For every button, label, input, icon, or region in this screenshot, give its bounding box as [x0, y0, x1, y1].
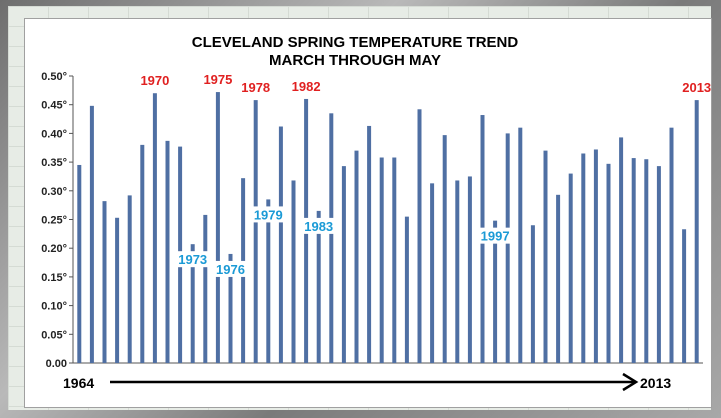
- bar-2009: [644, 159, 649, 363]
- annotation-1983: 1983: [304, 219, 333, 234]
- bar-1978: [253, 100, 258, 363]
- y-tick-label: 0.15°: [41, 272, 67, 284]
- bar-1987: [367, 125, 372, 363]
- bar-1986: [354, 150, 359, 363]
- y-tick-label: 0.30°: [41, 186, 67, 198]
- bar-1969: [140, 144, 145, 363]
- bar-1998: [505, 133, 510, 363]
- y-tick-label: 0.40°: [41, 128, 67, 140]
- bar-1976: [228, 253, 233, 363]
- range-arrowhead: [622, 372, 639, 392]
- y-tick-label: 0.35°: [41, 157, 67, 169]
- bar-1994: [455, 180, 460, 363]
- bar-1966: [102, 201, 107, 363]
- bar-2007: [619, 137, 624, 363]
- bar-2011: [669, 127, 674, 363]
- bar-1997: [493, 220, 498, 363]
- bar-1999: [518, 127, 523, 363]
- bar-1981: [291, 180, 296, 363]
- chart-area[interactable]: CLEVELAND SPRING TEMPERATURE TREND MARCH…: [24, 18, 712, 408]
- y-tick-label: 0.50°: [41, 71, 67, 83]
- range-start-label: 1964: [63, 375, 94, 391]
- bar-1989: [392, 157, 397, 363]
- bar-1984: [329, 113, 334, 363]
- bar-2006: [606, 163, 611, 363]
- annotation-1978: 1978: [241, 80, 270, 95]
- annotation-1970: 1970: [140, 73, 169, 88]
- annotation-2013: 2013: [682, 80, 711, 95]
- bar-1980: [278, 126, 283, 364]
- bar-1992: [430, 183, 435, 363]
- bar-2004: [581, 153, 586, 363]
- bar-1975: [215, 92, 220, 364]
- y-tick-label: 0.10°: [41, 301, 67, 313]
- annotation-1976: 1976: [216, 262, 245, 277]
- bar-2005: [593, 149, 598, 363]
- bar-2012: [682, 229, 687, 363]
- bar-1973: [190, 244, 195, 363]
- annotation-1979: 1979: [254, 207, 283, 222]
- bar-1970: [152, 93, 157, 363]
- bar-2010: [656, 166, 661, 363]
- bar-1971: [165, 140, 170, 363]
- y-tick-label: 0.05°: [41, 329, 67, 341]
- bar-1983: [316, 210, 321, 363]
- year-annotations: 1970 1975 1978 1982 2013 1973 1976 1979 1983 1997: [140, 72, 711, 277]
- bar-1985: [341, 166, 346, 363]
- bar-1979: [266, 199, 271, 363]
- bar-1974: [203, 214, 208, 363]
- bar-series: [77, 92, 699, 364]
- annotation-backdrop: [478, 227, 513, 244]
- bar-1993: [442, 135, 447, 363]
- bar-2002: [556, 194, 561, 363]
- annotation-1975: 1975: [203, 72, 232, 87]
- bar-1990: [404, 216, 409, 363]
- bar-2008: [631, 158, 636, 363]
- annotation-1973: 1973: [178, 252, 207, 267]
- bar-1964: [77, 164, 82, 363]
- y-tick-label: 0.00: [46, 358, 67, 370]
- bar-1995: [467, 176, 472, 363]
- chart-title: CLEVELAND SPRING TEMPERATURE TREND: [192, 34, 519, 51]
- annotation-backdrop: [213, 260, 248, 277]
- bar-2003: [568, 173, 573, 363]
- bar-1968: [127, 195, 132, 363]
- bar-1967: [115, 217, 120, 363]
- range-end-label: 2013: [640, 375, 671, 391]
- y-tick-label: 0.25°: [41, 215, 67, 227]
- bar-2013: [694, 100, 699, 363]
- bar-1965: [89, 105, 94, 364]
- bar-2000: [530, 225, 535, 363]
- annotation-backdrop: [175, 251, 210, 268]
- y-tick-label: 0.20°: [41, 243, 67, 255]
- annotation-backdrop: [251, 206, 286, 223]
- bar-1991: [417, 109, 422, 364]
- bar-chart: CLEVELAND SPRING TEMPERATURE TREND MARCH…: [41, 34, 711, 392]
- y-axis: 0.00 0.05° 0.10° 0.15° 0.20° 0.25° 0.30° 0.35° 0…: [41, 71, 703, 370]
- chart-subtitle: MARCH THROUGH MAY: [269, 52, 441, 69]
- annotation-1982: 1982: [292, 79, 321, 94]
- spreadsheet-background: CLEVELAND SPRING TEMPERATURE TREND MARCH…: [8, 6, 712, 410]
- y-tick-label: 0.45°: [41, 100, 67, 112]
- year-range-arrow: 1964 2013: [63, 372, 671, 392]
- bar-1988: [379, 157, 384, 363]
- annotation-1997: 1997: [481, 229, 510, 244]
- annotation-backdrop: [301, 217, 336, 234]
- bar-2001: [543, 150, 548, 363]
